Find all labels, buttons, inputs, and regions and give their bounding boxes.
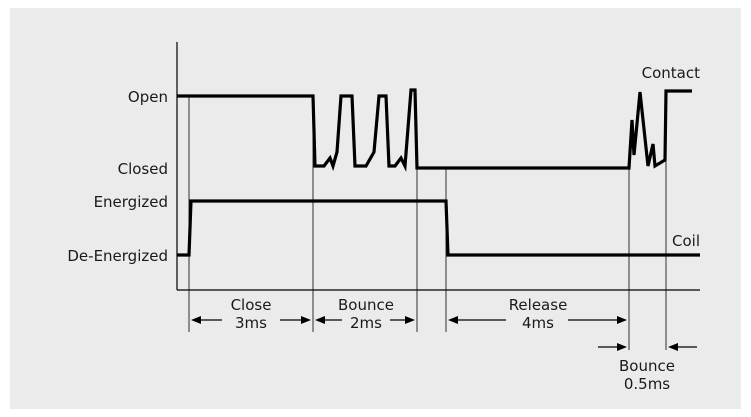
bounce-interval-1: Bounce 2ms bbox=[315, 296, 415, 332]
level-open-label: Open bbox=[128, 88, 168, 106]
bounce-interval-2: Bounce 0.5ms bbox=[598, 343, 697, 393]
release-interval: Release 4ms bbox=[448, 296, 627, 332]
bounce-interval-1-name: Bounce bbox=[338, 296, 394, 314]
close-interval: Close 3ms bbox=[191, 296, 311, 332]
timing-diagram: Open Closed Energized De-Energized Conta… bbox=[10, 8, 741, 409]
level-energized-label: Energized bbox=[94, 193, 168, 211]
level-closed-label: Closed bbox=[118, 160, 168, 178]
close-interval-name: Close bbox=[231, 296, 272, 314]
close-interval-value: 3ms bbox=[235, 314, 267, 332]
level-de-energized-label: De-Energized bbox=[67, 247, 168, 265]
coil-signal-label: Coil bbox=[672, 232, 700, 250]
timing-diagram-svg: Open Closed Energized De-Energized Conta… bbox=[67, 42, 700, 393]
bounce-interval-1-value: 2ms bbox=[350, 314, 382, 332]
bounce-interval-2-name: Bounce bbox=[619, 357, 675, 375]
release-interval-name: Release bbox=[509, 296, 568, 314]
bounce-interval-2-value: 0.5ms bbox=[624, 375, 670, 393]
contact-signal-label: Contact bbox=[642, 64, 700, 82]
release-interval-value: 4ms bbox=[522, 314, 554, 332]
coil-trace bbox=[177, 199, 700, 257]
contact-trace bbox=[177, 88, 692, 172]
